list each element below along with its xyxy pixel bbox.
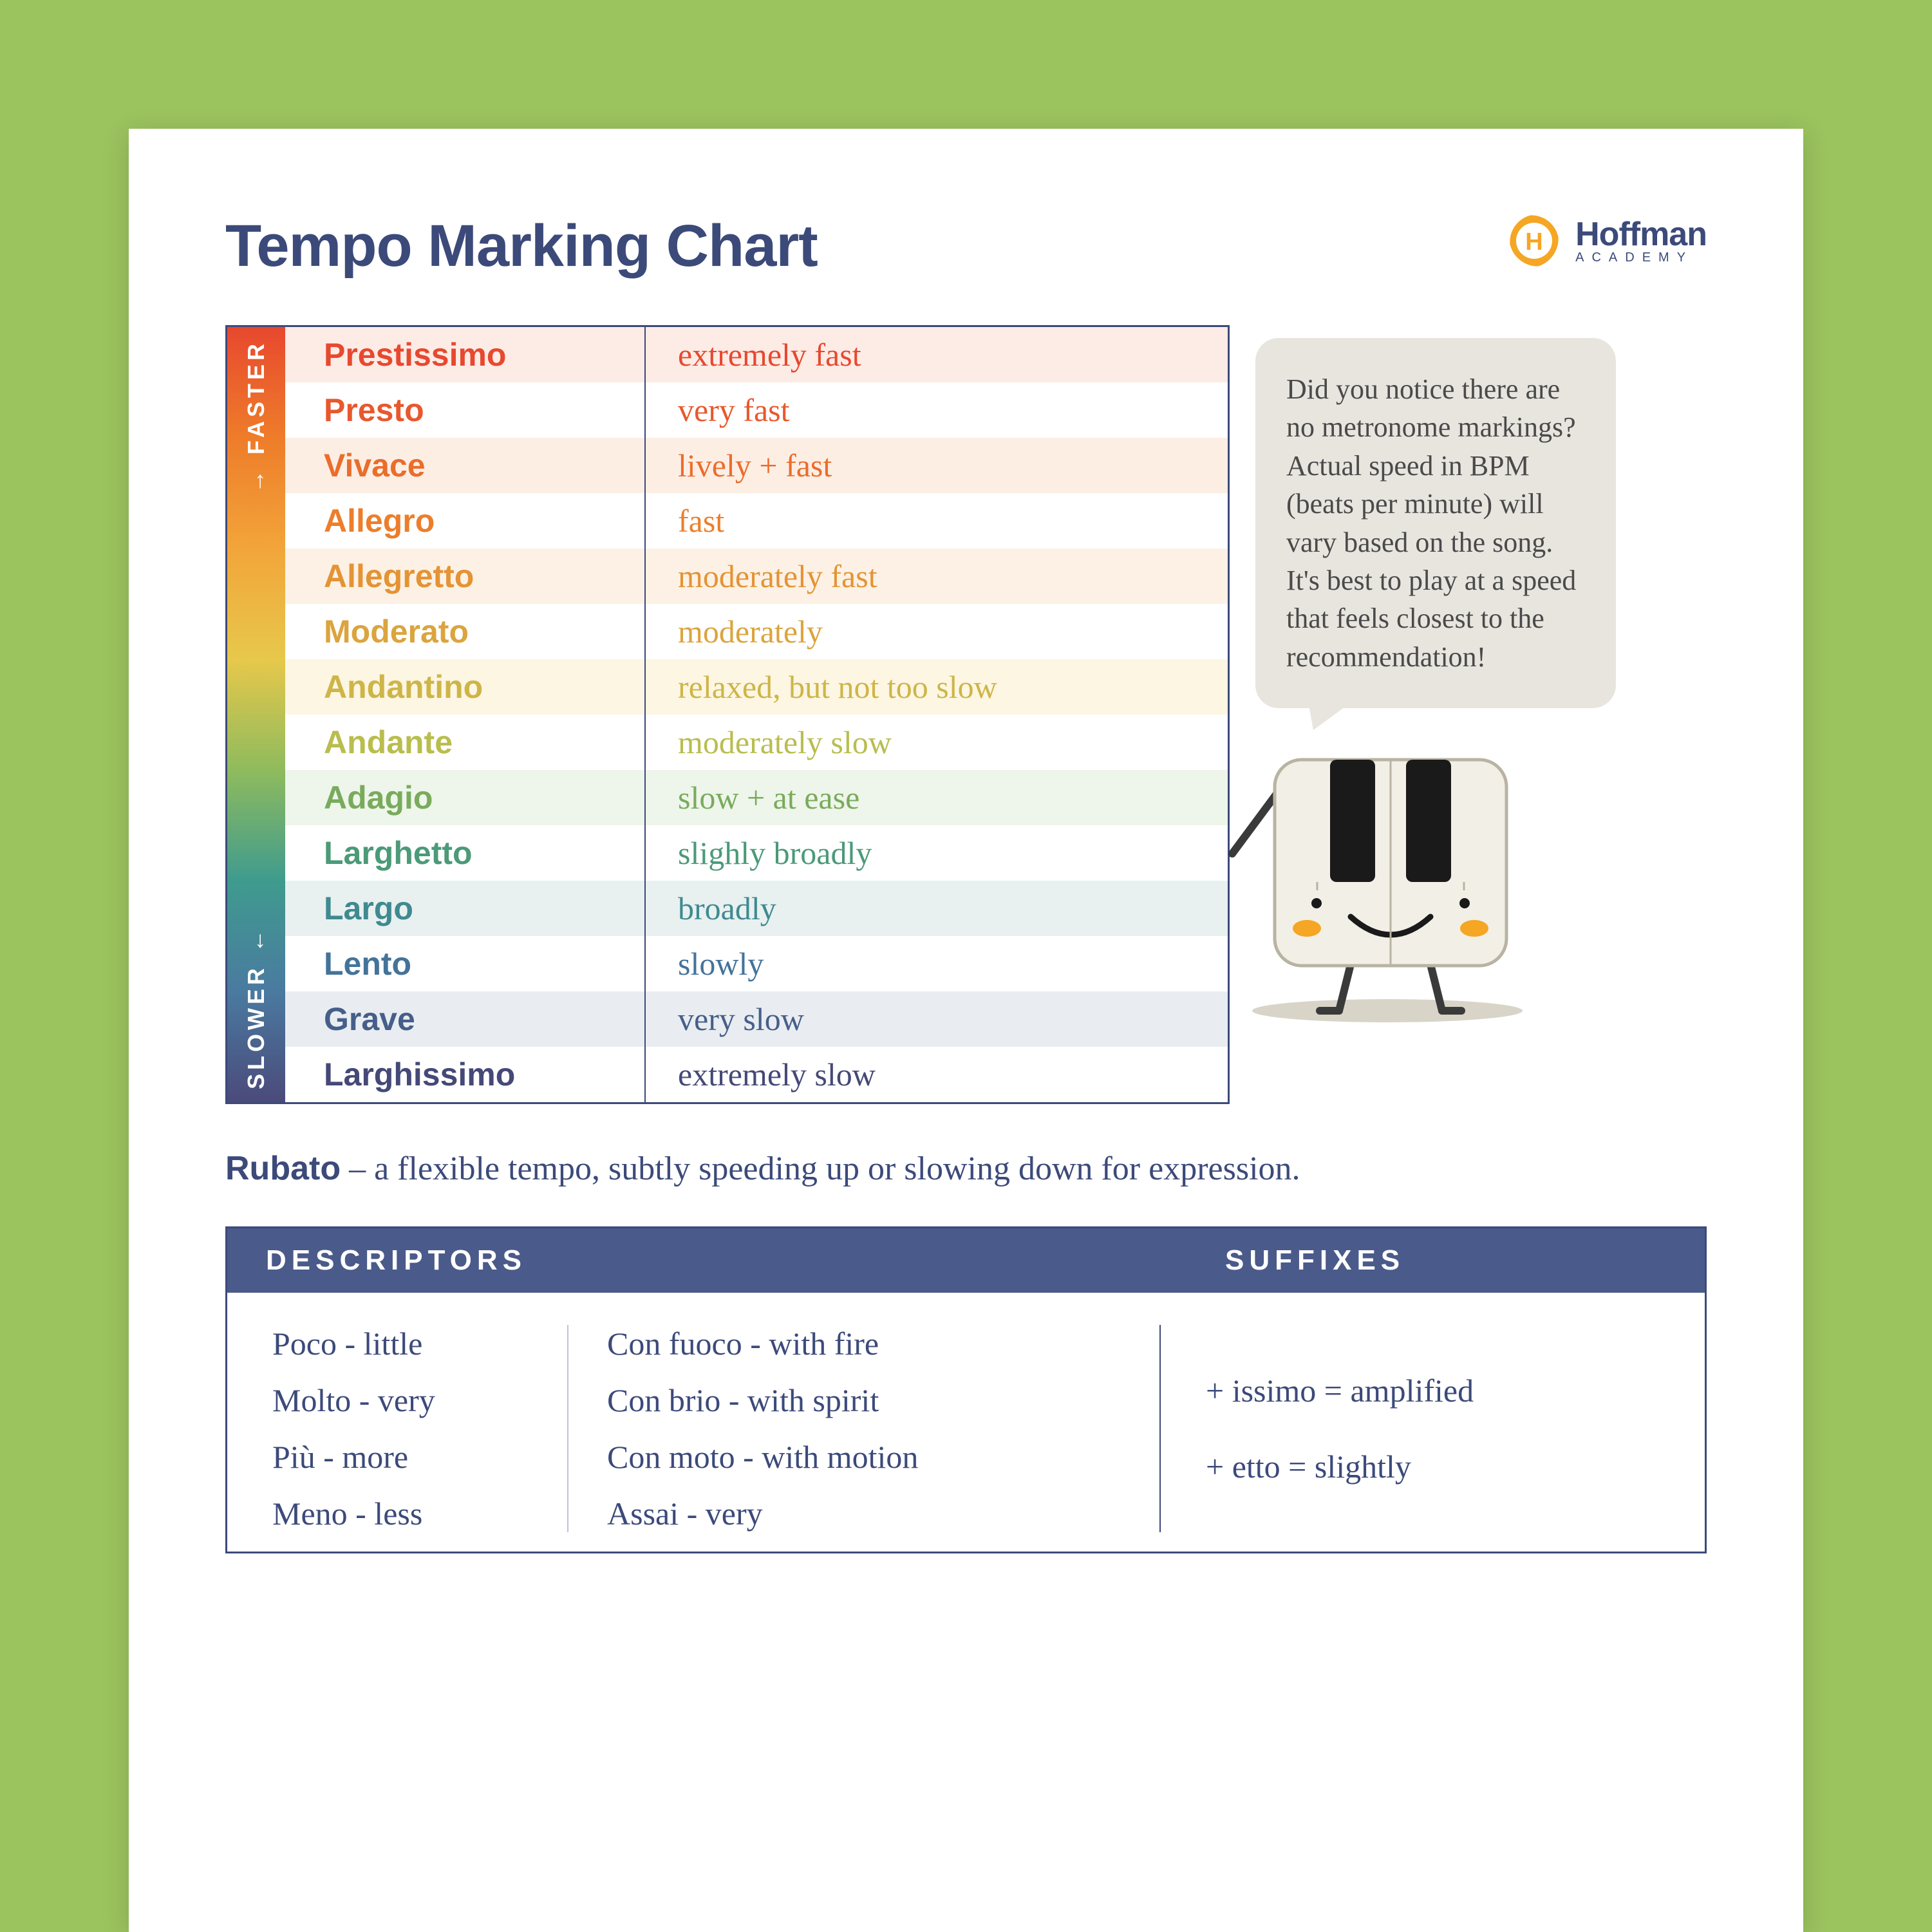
tempo-term: Andantino: [285, 659, 646, 715]
tempo-term: Grave: [285, 991, 646, 1047]
tempo-description: lively + fast: [646, 447, 1228, 484]
rubato-text: a flexible tempo, subtly speeding up or …: [374, 1150, 1300, 1187]
speed-gradient-column: → FASTER SLOWER ←: [227, 327, 285, 1102]
arrow-down-icon: ←: [243, 926, 270, 953]
faster-text: FASTER: [243, 340, 270, 455]
tempo-term: Prestissimo: [285, 327, 646, 382]
tempo-row: Lentoslowly: [285, 936, 1228, 991]
tempo-rows: Prestissimoextremely fastPrestovery fast…: [285, 327, 1228, 1102]
list-item: + etto = slightly: [1206, 1448, 1705, 1485]
arrow-up-icon: →: [243, 466, 270, 493]
list-item: Con moto - with motion: [607, 1438, 1159, 1476]
descriptors-col-a: Poco - little Molto - very Più - more Meno …: [227, 1325, 568, 1532]
tempo-description: slowly: [646, 945, 1228, 982]
lower-body: Poco - little Molto - very Più - more Meno …: [227, 1293, 1705, 1552]
tempo-row: Allegrofast: [285, 493, 1228, 549]
logo-text: Hoffman ACADEMY: [1575, 218, 1707, 264]
svg-text:H: H: [1525, 229, 1543, 256]
tempo-term: Larghissimo: [285, 1047, 646, 1102]
tempo-row: Andantemoderately slow: [285, 715, 1228, 770]
speech-bubble: Did you notice there are no metronome ma…: [1255, 338, 1616, 708]
list-item: Con brio - with spirit: [607, 1382, 1159, 1419]
slower-label: SLOWER ←: [243, 926, 270, 1089]
tempo-term: Lento: [285, 936, 646, 991]
tempo-term: Adagio: [285, 770, 646, 825]
tempo-term: Vivace: [285, 438, 646, 493]
speech-text: Did you notice there are no metronome ma…: [1286, 373, 1576, 673]
main-row: → FASTER SLOWER ← Prestissimoextremely f…: [225, 325, 1707, 1104]
piano-mascot-icon: [1204, 734, 1564, 1030]
list-item: Con fuoco - with fire: [607, 1325, 1159, 1362]
tempo-description: fast: [646, 502, 1228, 539]
header: Tempo Marking Chart H Hoffman ACADEMY: [225, 212, 1707, 280]
tempo-row: Moderatomoderately: [285, 604, 1228, 659]
tempo-description: very fast: [646, 391, 1228, 429]
page: Tempo Marking Chart H Hoffman ACADEMY → …: [129, 129, 1803, 1932]
tempo-term: Allegro: [285, 493, 646, 549]
speech-tail-icon: [1294, 695, 1362, 730]
tempo-description: moderately fast: [646, 558, 1228, 595]
tempo-term: Presto: [285, 382, 646, 438]
faster-label: → FASTER: [243, 340, 270, 493]
descriptors-header: DESCRIPTORS: [227, 1244, 1161, 1277]
tempo-description: moderately: [646, 613, 1228, 650]
logo-icon: H: [1506, 212, 1562, 269]
tempo-description: moderately slow: [646, 724, 1228, 761]
list-item: Meno - less: [272, 1495, 567, 1532]
descriptors-col-b: Con fuoco - with fire Con brio - with spi…: [568, 1325, 1161, 1532]
slower-text: SLOWER: [243, 964, 270, 1089]
suffixes-col: + issimo = amplified + etto = slightly: [1161, 1325, 1705, 1532]
tempo-description: extremely fast: [646, 336, 1228, 373]
tempo-term: Andante: [285, 715, 646, 770]
tempo-description: slow + at ease: [646, 779, 1228, 816]
tempo-row: Gravevery slow: [285, 991, 1228, 1047]
tempo-description: slighly broadly: [646, 834, 1228, 872]
tempo-row: Larghissimoextremely slow: [285, 1047, 1228, 1102]
tempo-term: Largo: [285, 881, 646, 936]
logo-subtitle: ACADEMY: [1575, 251, 1707, 264]
tempo-row: Vivacelively + fast: [285, 438, 1228, 493]
tempo-row: Larghettoslighly broadly: [285, 825, 1228, 881]
list-item: Poco - little: [272, 1325, 567, 1362]
tempo-table: → FASTER SLOWER ← Prestissimoextremely f…: [225, 325, 1230, 1104]
page-title: Tempo Marking Chart: [225, 212, 818, 280]
tempo-description: relaxed, but not too slow: [646, 668, 1228, 706]
tempo-row: Prestissimoextremely fast: [285, 327, 1228, 382]
logo-brand: Hoffman: [1575, 218, 1707, 251]
list-item: Molto - very: [272, 1382, 567, 1419]
list-item: Assai - very: [607, 1495, 1159, 1532]
lower-header: DESCRIPTORS SUFFIXES: [227, 1228, 1705, 1293]
tempo-description: extremely slow: [646, 1056, 1228, 1093]
sidebar: Did you notice there are no metronome ma…: [1255, 325, 1707, 1030]
tempo-row: Allegrettomoderately fast: [285, 549, 1228, 604]
suffixes-header: SUFFIXES: [1161, 1244, 1705, 1277]
tempo-row: Adagioslow + at ease: [285, 770, 1228, 825]
descriptors-suffixes-table: DESCRIPTORS SUFFIXES Poco - little Molto …: [225, 1226, 1707, 1553]
rubato-label: Rubato: [225, 1150, 341, 1187]
list-item: Più - more: [272, 1438, 567, 1476]
tempo-term: Allegretto: [285, 549, 646, 604]
rubato-sep: –: [341, 1150, 374, 1187]
brand-logo: H Hoffman ACADEMY: [1506, 212, 1707, 269]
list-item: + issimo = amplified: [1206, 1372, 1705, 1409]
tempo-term: Larghetto: [285, 825, 646, 881]
rubato-note: Rubato – a flexible tempo, subtly speedi…: [225, 1149, 1707, 1188]
tempo-description: very slow: [646, 1000, 1228, 1038]
tempo-row: Andantinorelaxed, but not too slow: [285, 659, 1228, 715]
tempo-description: broadly: [646, 890, 1228, 927]
tempo-row: Prestovery fast: [285, 382, 1228, 438]
tempo-row: Largobroadly: [285, 881, 1228, 936]
tempo-term: Moderato: [285, 604, 646, 659]
